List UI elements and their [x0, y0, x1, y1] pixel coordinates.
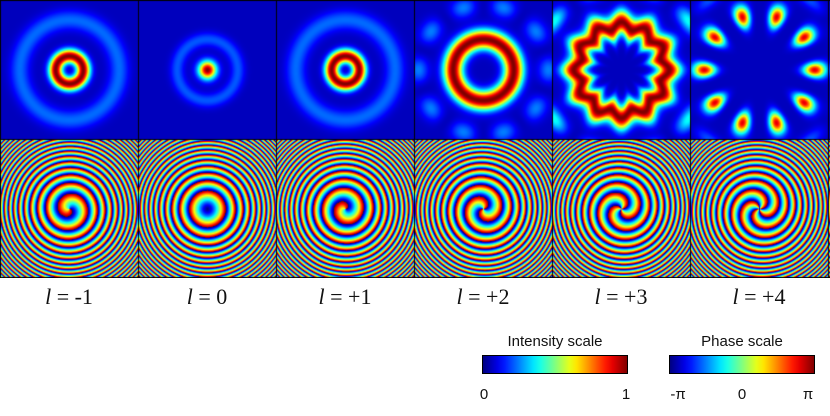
intensity-panel-1 — [138, 0, 276, 139]
phase-max-label: π — [802, 386, 814, 403]
phase-panel-3 — [414, 139, 552, 278]
phase-min-label: -π — [670, 386, 686, 403]
phase-panel-0 — [0, 139, 138, 278]
label-symbol: l — [732, 284, 739, 309]
intensity-panel-4 — [552, 0, 690, 139]
intensity-scale-title: Intensity scale — [507, 333, 603, 350]
label-value: = +2 — [468, 284, 510, 309]
phase-mid-label: 0 — [737, 386, 747, 403]
label-value: = +1 — [330, 284, 372, 309]
mode-label-l-0: l = 0 — [138, 284, 276, 310]
mode-label-l-minus-1: l = -1 — [0, 284, 138, 310]
phase-panel-5 — [690, 139, 828, 278]
phase-panel-2 — [276, 139, 414, 278]
label-symbol: l — [594, 284, 601, 309]
phase-scale-title: Phase scale — [701, 333, 783, 350]
intensity-colorbar — [482, 355, 628, 374]
intensity-panel-5 — [690, 0, 828, 139]
phase-colorbar — [669, 355, 815, 374]
mode-label-l-plus-2: l = +2 — [414, 284, 552, 310]
label-symbol: l — [45, 284, 52, 309]
mode-image-grid — [0, 0, 830, 278]
phase-panel-4 — [552, 139, 690, 278]
label-value: = +3 — [606, 284, 648, 309]
intensity-max-label: 1 — [621, 386, 631, 403]
label-symbol: l — [186, 284, 193, 309]
label-value: = +4 — [744, 284, 786, 309]
label-value: = -1 — [56, 284, 93, 309]
phase-panel-1 — [138, 139, 276, 278]
intensity-panel-0 — [0, 0, 138, 139]
label-value: = 0 — [198, 284, 228, 309]
intensity-panel-2 — [276, 0, 414, 139]
mode-label-l-plus-3: l = +3 — [552, 284, 690, 310]
label-symbol: l — [318, 284, 325, 309]
intensity-panel-3 — [414, 0, 552, 139]
mode-label-l-plus-1: l = +1 — [276, 284, 414, 310]
intensity-min-label: 0 — [479, 386, 489, 403]
mode-label-l-plus-4: l = +4 — [690, 284, 828, 310]
label-symbol: l — [456, 284, 463, 309]
